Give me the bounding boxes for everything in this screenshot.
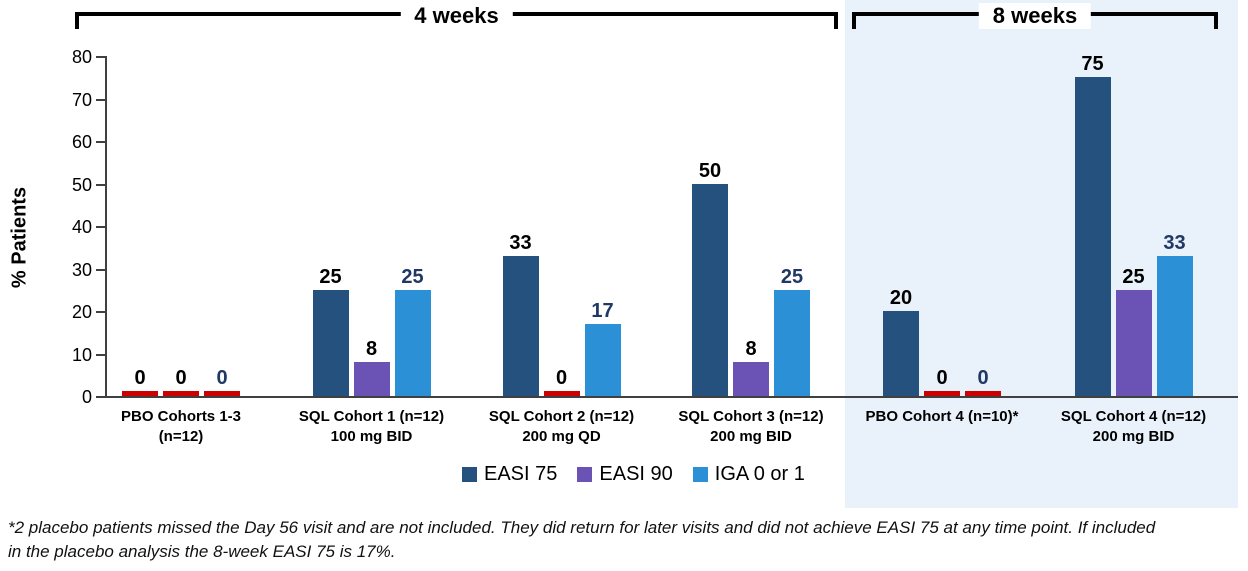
category-label: PBO Cohort 4 (n=10)* (865, 408, 1019, 425)
bar (394, 289, 431, 396)
legend-swatch-icon (577, 467, 593, 482)
bar-value-label: 17 (591, 299, 614, 322)
zero-bar (122, 391, 158, 396)
legend: EASI 75 EASI 90 IGA 0 or 1 (462, 463, 805, 486)
footnote: *2 placebo patients missed the Day 56 vi… (8, 518, 1156, 561)
y-tick-label: 80 (71, 47, 92, 67)
legend-label: EASI 90 (599, 463, 673, 485)
bar-value-label: 0 (134, 367, 146, 389)
bracket-label-8-weeks: 8 weeks (978, 3, 1092, 29)
bar-value-label: 25 (780, 265, 804, 288)
bar-value-label: 75 (1081, 53, 1104, 76)
category-label: PBO Cohorts 1-3 (n=12) (120, 408, 241, 445)
y-tick-label: 70 (71, 89, 92, 110)
y-tick-mark (96, 353, 105, 356)
bracket-end-tick (834, 12, 838, 29)
bar-value-label: 8 (365, 338, 378, 360)
y-tick-label: 0 (81, 387, 92, 407)
category-label: SQL Cohort 2 (n=12) 200 mg QD (488, 408, 635, 445)
y-tick-mark (96, 226, 105, 228)
y-tick-label: 30 (71, 259, 92, 280)
bar-group: 0 0 0 (121, 56, 241, 396)
bracket-4-weeks: 4 weeks (75, 3, 838, 29)
y-tick-label: 50 (71, 174, 92, 195)
bar (353, 362, 390, 396)
bar (883, 311, 919, 396)
y-tick-mark (96, 396, 105, 398)
bracket-end-tick (75, 12, 79, 29)
bar-value-label: 25 (319, 265, 342, 288)
bar (1156, 255, 1193, 396)
y-axis-line (105, 56, 107, 398)
bar-value-label: 0 (555, 367, 568, 389)
bar-value-label: 20 (889, 287, 913, 309)
legend-item: IGA 0 or 1 (692, 463, 805, 486)
y-tick-mark (96, 311, 105, 313)
plot-area: 0 0 0 25 8 25 33 0 17 50 8 25 20 0 0 75 25 33 (0, 53, 1248, 396)
zero-bar (204, 391, 240, 396)
legend-item: EASI 75 (462, 463, 557, 486)
legend-label: EASI 75 (484, 463, 558, 485)
bar (584, 323, 621, 396)
y-tick-mark (96, 268, 105, 271)
bar-value-label: 0 (977, 367, 989, 389)
y-tick-label: 60 (71, 132, 92, 152)
bar-value-label: 8 (745, 338, 757, 360)
bar-value-label: 25 (1122, 265, 1145, 288)
bar (1115, 289, 1152, 396)
bar-value-label: 33 (509, 231, 532, 254)
zero-bar (965, 391, 1001, 396)
bar-value-label: 0 (216, 367, 228, 389)
x-axis-line (105, 396, 1238, 398)
bar-value-label: 33 (1163, 231, 1186, 254)
bar-group: 20 0 0 (882, 56, 1002, 396)
bracket-end-tick (852, 12, 856, 29)
category-label: SQL Cohort 3 (n=12) 200 mg BID (678, 408, 824, 445)
legend-item: EASI 90 (577, 463, 673, 486)
bar-value-label: 0 (936, 367, 948, 389)
category-label: SQL Cohort 4 (n=12) 200 mg BID (1060, 408, 1207, 445)
bar (692, 183, 728, 396)
eight-week-highlight-panel (845, 0, 1238, 508)
legend-swatch-icon (462, 467, 477, 482)
legend-swatch-icon (692, 467, 708, 482)
bar-value-label: 50 (698, 159, 722, 182)
bar (733, 362, 769, 396)
y-tick-label: 10 (71, 344, 92, 365)
y-tick-label: 40 (71, 217, 92, 237)
zero-bar (543, 391, 580, 396)
category-label: SQL Cohort 1 (n=12) 100 mg BID (298, 408, 445, 445)
y-tick-label: 20 (71, 302, 92, 322)
bar-value-label: 0 (175, 367, 187, 389)
bar-group: 50 8 25 (691, 56, 811, 396)
zero-bar (924, 391, 960, 396)
bar-value-label: 25 (401, 265, 424, 288)
bracket-label-4-weeks: 4 weeks (400, 3, 513, 29)
legend-label: IGA 0 or 1 (714, 463, 805, 485)
bracket-8-weeks: 8 weeks (852, 3, 1218, 29)
bar (1074, 77, 1111, 396)
zero-bar (163, 391, 199, 396)
y-tick-mark (96, 56, 105, 58)
bar-group: 75 25 33 (1074, 53, 1194, 396)
bar-group: 25 8 25 (312, 56, 432, 396)
bar-group: 33 0 17 (502, 56, 622, 396)
y-tick-mark (96, 141, 105, 143)
bar (312, 289, 349, 396)
bracket-end-tick (1214, 12, 1218, 29)
bar (502, 255, 539, 396)
y-tick-mark (96, 98, 105, 101)
y-tick-mark (96, 183, 105, 186)
bar (774, 289, 810, 396)
